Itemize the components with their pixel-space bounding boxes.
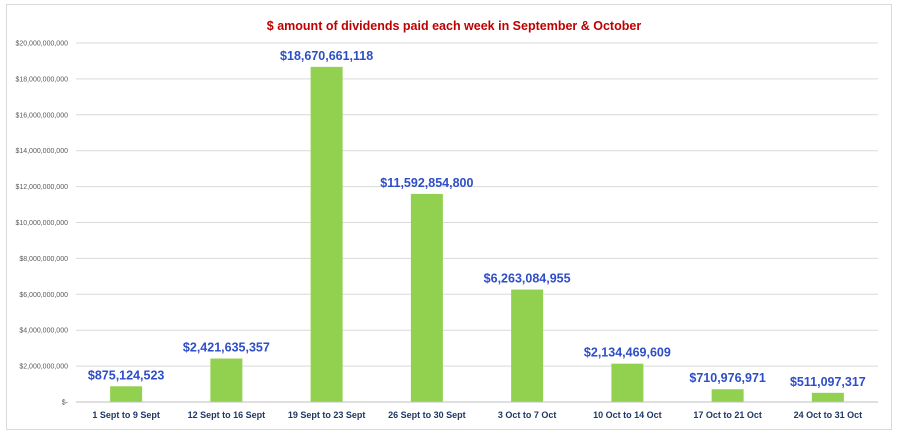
bar bbox=[611, 363, 644, 402]
x-tick-label: 12 Sept to 16 Sept bbox=[188, 410, 266, 420]
data-label: $2,134,469,609 bbox=[584, 346, 671, 360]
x-tick-label: 24 Oct to 31 Oct bbox=[794, 410, 863, 420]
y-tick-label: $16,000,000,000 bbox=[15, 112, 68, 119]
data-label: $18,670,661,118 bbox=[280, 49, 373, 63]
y-tick-label: $14,000,000,000 bbox=[15, 148, 68, 155]
bar bbox=[210, 358, 243, 402]
bar bbox=[711, 389, 744, 402]
data-label: $6,263,084,955 bbox=[484, 272, 571, 286]
data-label: $11,592,854,800 bbox=[380, 176, 473, 190]
x-axis-tick-labels: 1 Sept to 9 Sept 12 Sept to 16 Sept 19 Sep… bbox=[92, 410, 862, 420]
bar bbox=[811, 392, 844, 402]
y-tick-label: $12,000,000,000 bbox=[15, 184, 68, 191]
gridlines bbox=[76, 42, 878, 367]
x-tick-label: 19 Sept to 23 Sept bbox=[288, 410, 366, 420]
data-labels: $875,124,523 $2,421,635,357 $18,670,661,11… bbox=[88, 49, 866, 389]
y-tick-label: $20,000,000,000 bbox=[15, 41, 68, 48]
y-tick-label: $10,000,000,000 bbox=[15, 220, 68, 227]
data-label: $875,124,523 bbox=[88, 368, 165, 382]
y-tick-label: $18,000,000,000 bbox=[15, 76, 68, 83]
data-label: $511,097,317 bbox=[790, 375, 866, 389]
chart-title: $ amount of dividends paid each week in … bbox=[267, 19, 642, 33]
bar bbox=[310, 66, 343, 402]
y-tick-label: $2,000,000,000 bbox=[19, 364, 68, 371]
chart-frame bbox=[6, 4, 892, 430]
bar bbox=[511, 289, 544, 402]
x-tick-label: 1 Sept to 9 Sept bbox=[92, 410, 160, 420]
y-axis-tick-labels: $- $2,000,000,000 $4,000,000,000 $6,000,000… bbox=[15, 41, 68, 407]
y-tick-label: $8,000,000,000 bbox=[19, 256, 68, 263]
y-tick-label: $6,000,000,000 bbox=[19, 292, 68, 299]
data-label: $710,976,971 bbox=[689, 371, 766, 385]
y-tick-label: $4,000,000,000 bbox=[19, 328, 68, 335]
x-tick-label: 26 Sept to 30 Sept bbox=[388, 410, 466, 420]
y-tick-label: $- bbox=[62, 400, 69, 407]
data-label: $2,421,635,357 bbox=[183, 341, 270, 355]
bars bbox=[110, 66, 844, 402]
bar bbox=[410, 193, 443, 402]
bar bbox=[110, 386, 143, 402]
x-tick-label: 17 Oct to 21 Oct bbox=[693, 410, 762, 420]
x-tick-label: 3 Oct to 7 Oct bbox=[498, 410, 557, 420]
x-tick-label: 10 Oct to 14 Oct bbox=[593, 410, 662, 420]
